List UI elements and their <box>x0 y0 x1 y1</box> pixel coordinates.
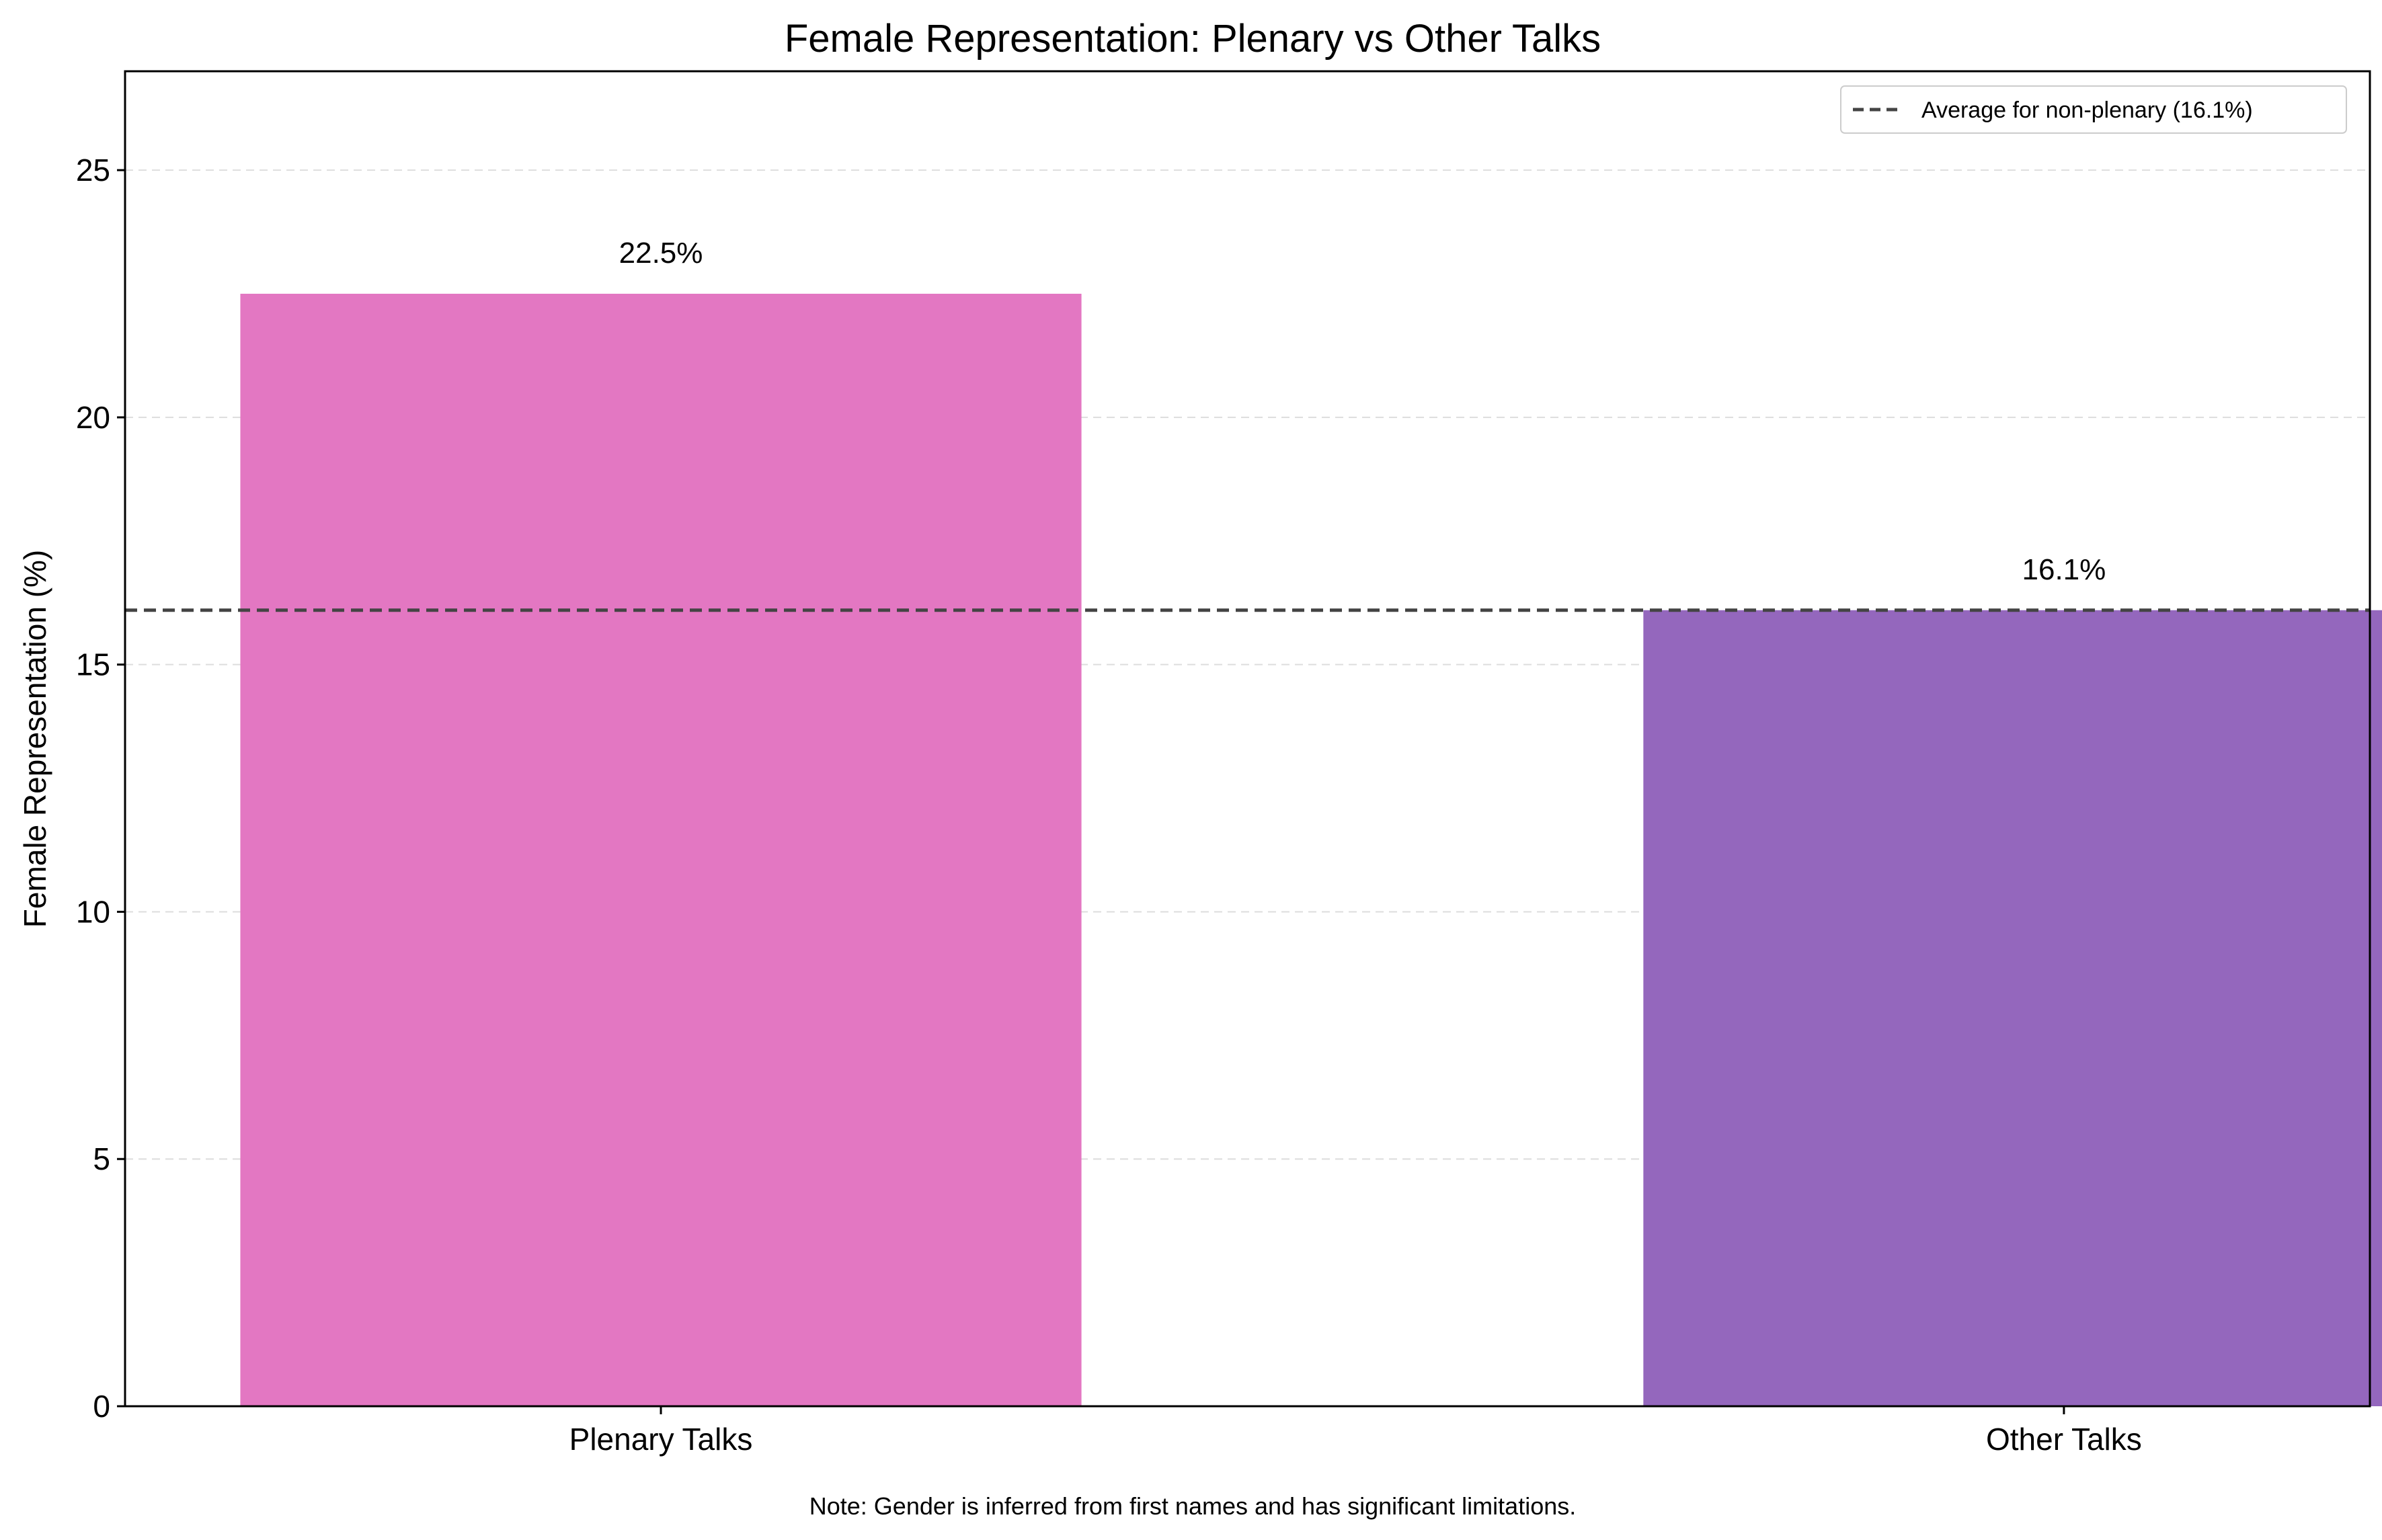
data-label-other-talks: 16.1% <box>2022 553 2106 586</box>
y-axis-ticks: 0 5 10 15 20 25 <box>76 153 125 1424</box>
y-tick-label-15: 15 <box>76 647 110 682</box>
x-axis-ticks: Plenary Talks Other Talks <box>569 1406 2142 1457</box>
y-tick-label-0: 0 <box>93 1389 110 1424</box>
legend: Average for non-plenary (16.1%) <box>1840 85 2347 134</box>
y-tick-label-20: 20 <box>76 400 110 435</box>
x-tick-label-plenary-talks: Plenary Talks <box>569 1422 753 1457</box>
y-tick-label-10: 10 <box>76 894 110 929</box>
data-label-plenary-talks: 22.5% <box>619 237 703 270</box>
x-tick-label-other-talks: Other Talks <box>1986 1422 2142 1457</box>
chart-title: Female Representation: Plenary vs Other … <box>785 17 1601 60</box>
bar-other-talks <box>1643 610 2382 1406</box>
y-tick-label-25: 25 <box>76 153 110 188</box>
y-tick-label-5: 5 <box>93 1141 110 1176</box>
y-axis-label: Female Representation (%) <box>17 550 52 928</box>
plot-area-frame <box>124 70 2371 1408</box>
legend-box <box>1840 85 2347 134</box>
bars <box>240 294 2382 1406</box>
legend-entry-average: Average for non-plenary (16.1%) <box>1921 97 2253 123</box>
data-labels: 22.5% 16.1% <box>619 237 2106 586</box>
footnote: Note: Gender is inferred from first name… <box>809 1492 1577 1520</box>
bar-plenary-talks <box>240 294 1082 1406</box>
